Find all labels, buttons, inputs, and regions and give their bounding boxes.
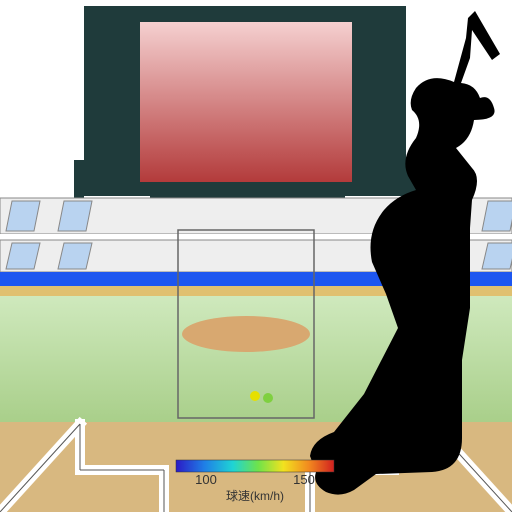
svg-text:150: 150: [293, 472, 315, 487]
scoreboard-screen: [140, 22, 352, 182]
svg-text:100: 100: [195, 472, 217, 487]
chart-svg: 100 150 球速(km/h): [0, 0, 512, 512]
pitch-marker: [250, 391, 260, 401]
pitchers-mound: [182, 316, 310, 352]
pitch-marker: [263, 393, 273, 403]
legend-label: 球速(km/h): [226, 489, 284, 503]
pitch-location-chart: 100 150 球速(km/h): [0, 0, 512, 512]
